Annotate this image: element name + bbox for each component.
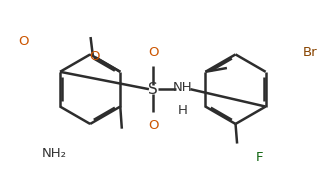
Text: O: O [89, 50, 100, 63]
Text: NH: NH [173, 81, 192, 94]
Text: NH₂: NH₂ [41, 146, 66, 159]
Text: S: S [148, 82, 158, 97]
Text: F: F [256, 151, 263, 164]
Text: O: O [148, 46, 159, 59]
Text: O: O [148, 119, 159, 132]
Text: O: O [18, 35, 29, 48]
Text: H: H [178, 104, 187, 117]
Text: Br: Br [302, 46, 317, 59]
